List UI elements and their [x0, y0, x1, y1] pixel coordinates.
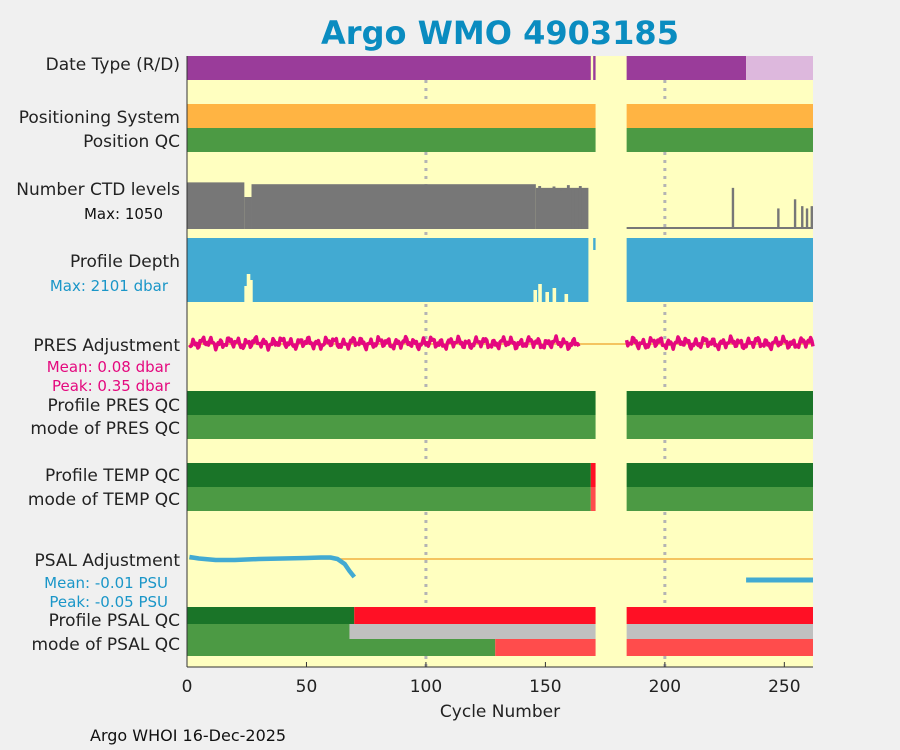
profile-psal-qc-segment-0: [187, 607, 355, 624]
label-positioning-system: Positioning System: [19, 108, 180, 128]
x-axis-label: Cycle Number: [440, 702, 560, 722]
label-mode-temp-qc: mode of TEMP QC: [28, 490, 180, 510]
label-mode-pres-qc: mode of PRES QC: [30, 419, 180, 439]
chart-title: Argo WMO 4903185: [321, 14, 679, 52]
mode-temp-qc-segment-2: [626, 487, 813, 511]
positioning-segment-1: [626, 104, 813, 128]
profile-temp-qc-segment-2: [626, 463, 813, 487]
profile-depth-notch-2: [249, 280, 253, 302]
label-mode-psal-qc: mode of PSAL QC: [31, 635, 180, 655]
label-psal-peak: Peak: -0.05 PSU: [49, 593, 168, 611]
label-profile-psal-qc: Profile PSAL QC: [49, 611, 180, 631]
profile-pres-qc-segment-1: [626, 391, 813, 415]
profile-pres-qc-segment-0: [187, 391, 596, 415]
mode-psal-qc-upper-segment-2: [626, 624, 813, 639]
ctd-levels-notch-4: [566, 185, 570, 229]
label-profile-pres-qc: Profile PRES QC: [47, 396, 180, 416]
position-qc-segment-0: [187, 128, 596, 152]
mode-pres-qc-segment-1: [626, 415, 813, 439]
date-type-segment-1: [593, 56, 596, 80]
data-marks: [187, 56, 815, 656]
label-pres-peak: Peak: 0.35 dbar: [52, 377, 171, 395]
pres-adjustment-line-0: [188, 334, 581, 352]
profile-psal-qc-segment-2: [626, 607, 813, 624]
positioning-segment-0: [187, 104, 596, 128]
ctd-levels-notch-0: [538, 186, 542, 229]
profile-depth-stub: [593, 238, 596, 250]
label-psal-mean: Mean: -0.01 PSU: [44, 574, 168, 592]
x-tick-label-250: 250: [768, 677, 800, 697]
profile-temp-qc-segment-0: [187, 463, 591, 487]
plot-area: [187, 56, 813, 667]
profile-depth-notch-1: [246, 274, 251, 302]
ctd-levels-notch-6: [578, 186, 582, 229]
footer-credit: Argo WHOI 16-Dec-2025: [90, 726, 286, 745]
label-pres-mean: Mean: 0.08 dbar: [47, 358, 171, 376]
x-tick-label-150: 150: [529, 677, 561, 697]
pres-adjustment-line-1: [624, 334, 815, 352]
profile-depth-notch-0: [244, 286, 248, 302]
ctd-levels-notch-1: [545, 189, 549, 229]
profile-depth-block-0: [187, 238, 589, 302]
psal-adjustment-line: [189, 554, 357, 579]
profile-depth-notch-5: [545, 292, 549, 302]
label-position-qc: Position QC: [83, 132, 180, 152]
profile-psal-qc-segment-1: [354, 607, 596, 624]
profile-temp-qc-segment-1: [590, 463, 596, 487]
x-tick-label-100: 100: [410, 677, 442, 697]
axes: 0 50 100 150 200 250: [182, 56, 813, 697]
profile-depth-notch-6: [552, 288, 557, 302]
ctd-levels-baseline: [626, 227, 813, 229]
label-psal-adjustment: PSAL Adjustment: [35, 551, 181, 571]
mode-pres-qc-segment-0: [187, 415, 596, 439]
ctd-levels-spike-2: [793, 199, 797, 229]
gridlines: [424, 56, 667, 667]
mode-psal-qc-lower-segment-0: [187, 639, 496, 656]
label-profile-depth: Profile Depth: [70, 252, 180, 272]
label-date-type: Date Type (R/D): [46, 55, 180, 75]
label-profile-temp-qc: Profile TEMP QC: [45, 466, 180, 486]
ctd-levels-spike-5: [810, 206, 813, 229]
profile-depth-block-1: [626, 238, 813, 302]
ctd-levels-spike-0: [731, 187, 735, 229]
label-pres-adjustment: PRES Adjustment: [33, 336, 180, 356]
mode-psal-qc-lower-segment-1: [495, 639, 596, 656]
profile-depth-notch-4: [538, 284, 542, 302]
ctd-levels-spike-3: [801, 206, 804, 229]
ctd-levels-spike-4: [805, 208, 809, 229]
ctd-levels-bar-0: [187, 182, 245, 229]
mode-temp-qc-segment-0: [187, 487, 591, 511]
mode-psal-qc-upper-segment-1: [349, 624, 596, 639]
ctd-levels-spike-1: [777, 208, 780, 229]
ctd-levels-notch-3: [559, 190, 563, 229]
date-type-segment-2: [626, 56, 747, 80]
x-tick-label-200: 200: [649, 677, 681, 697]
profile-depth-notch-3: [533, 290, 538, 302]
ctd-levels-bar-1: [244, 197, 252, 229]
label-ctd-levels: Number CTD levels: [16, 180, 180, 200]
label-depth-max: Max: 2101 dbar: [50, 277, 169, 295]
x-tick-label-50: 50: [296, 677, 318, 697]
position-qc-segment-1: [626, 128, 813, 152]
ctd-levels-notch-7: [583, 188, 587, 229]
profile-depth-notch-7: [564, 294, 569, 302]
ctd-levels-bar-2: [251, 184, 536, 229]
mode-psal-qc-lower-segment-2: [626, 639, 813, 656]
date-type-segment-0: [187, 56, 591, 80]
x-tick-label-0: 0: [182, 677, 193, 697]
mode-temp-qc-segment-1: [590, 487, 596, 511]
date-type-segment-3: [746, 56, 813, 80]
ctd-levels-notch-5: [571, 189, 575, 229]
label-ctd-max: Max: 1050: [84, 205, 163, 223]
mode-psal-qc-upper-segment-0: [187, 624, 350, 639]
ctd-levels-notch-2: [552, 186, 556, 229]
